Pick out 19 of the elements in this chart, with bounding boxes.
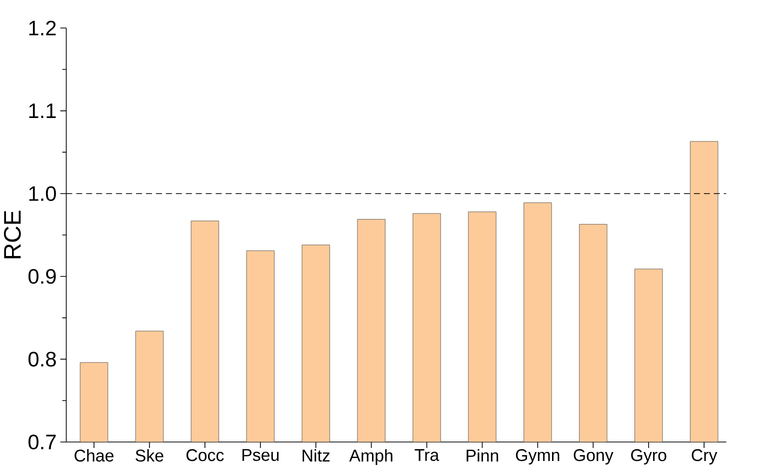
y-tick-label: 0.9: [28, 268, 56, 284]
x-tick-label: Ske: [136, 449, 164, 462]
y-tick-label: 0.7: [28, 434, 56, 450]
x-tick-label: Pinn: [466, 449, 498, 462]
x-tick-label: Gymn: [516, 449, 560, 465]
x-tick-label: Cry: [692, 449, 718, 465]
y-tick-label: 1.2: [29, 20, 56, 36]
x-tick-label: Cocc: [186, 449, 224, 462]
x-tick-label: Tra: [414, 449, 440, 461]
x-tick-label: Nitz: [302, 449, 330, 462]
y-tick-label: 1.0: [29, 186, 56, 202]
x-tick-label: Pseu: [242, 449, 279, 461]
y-tick-label: 0.8: [28, 352, 56, 367]
y-tick-label: 1.1: [29, 104, 56, 118]
x-tick-label: Chae: [74, 449, 114, 462]
x-tick-label: Amph: [349, 449, 392, 465]
x-tick-label: Gony: [574, 449, 614, 465]
y-axis-title: RCE: [4, 210, 21, 258]
x-tick-label: Gyro: [631, 449, 666, 465]
